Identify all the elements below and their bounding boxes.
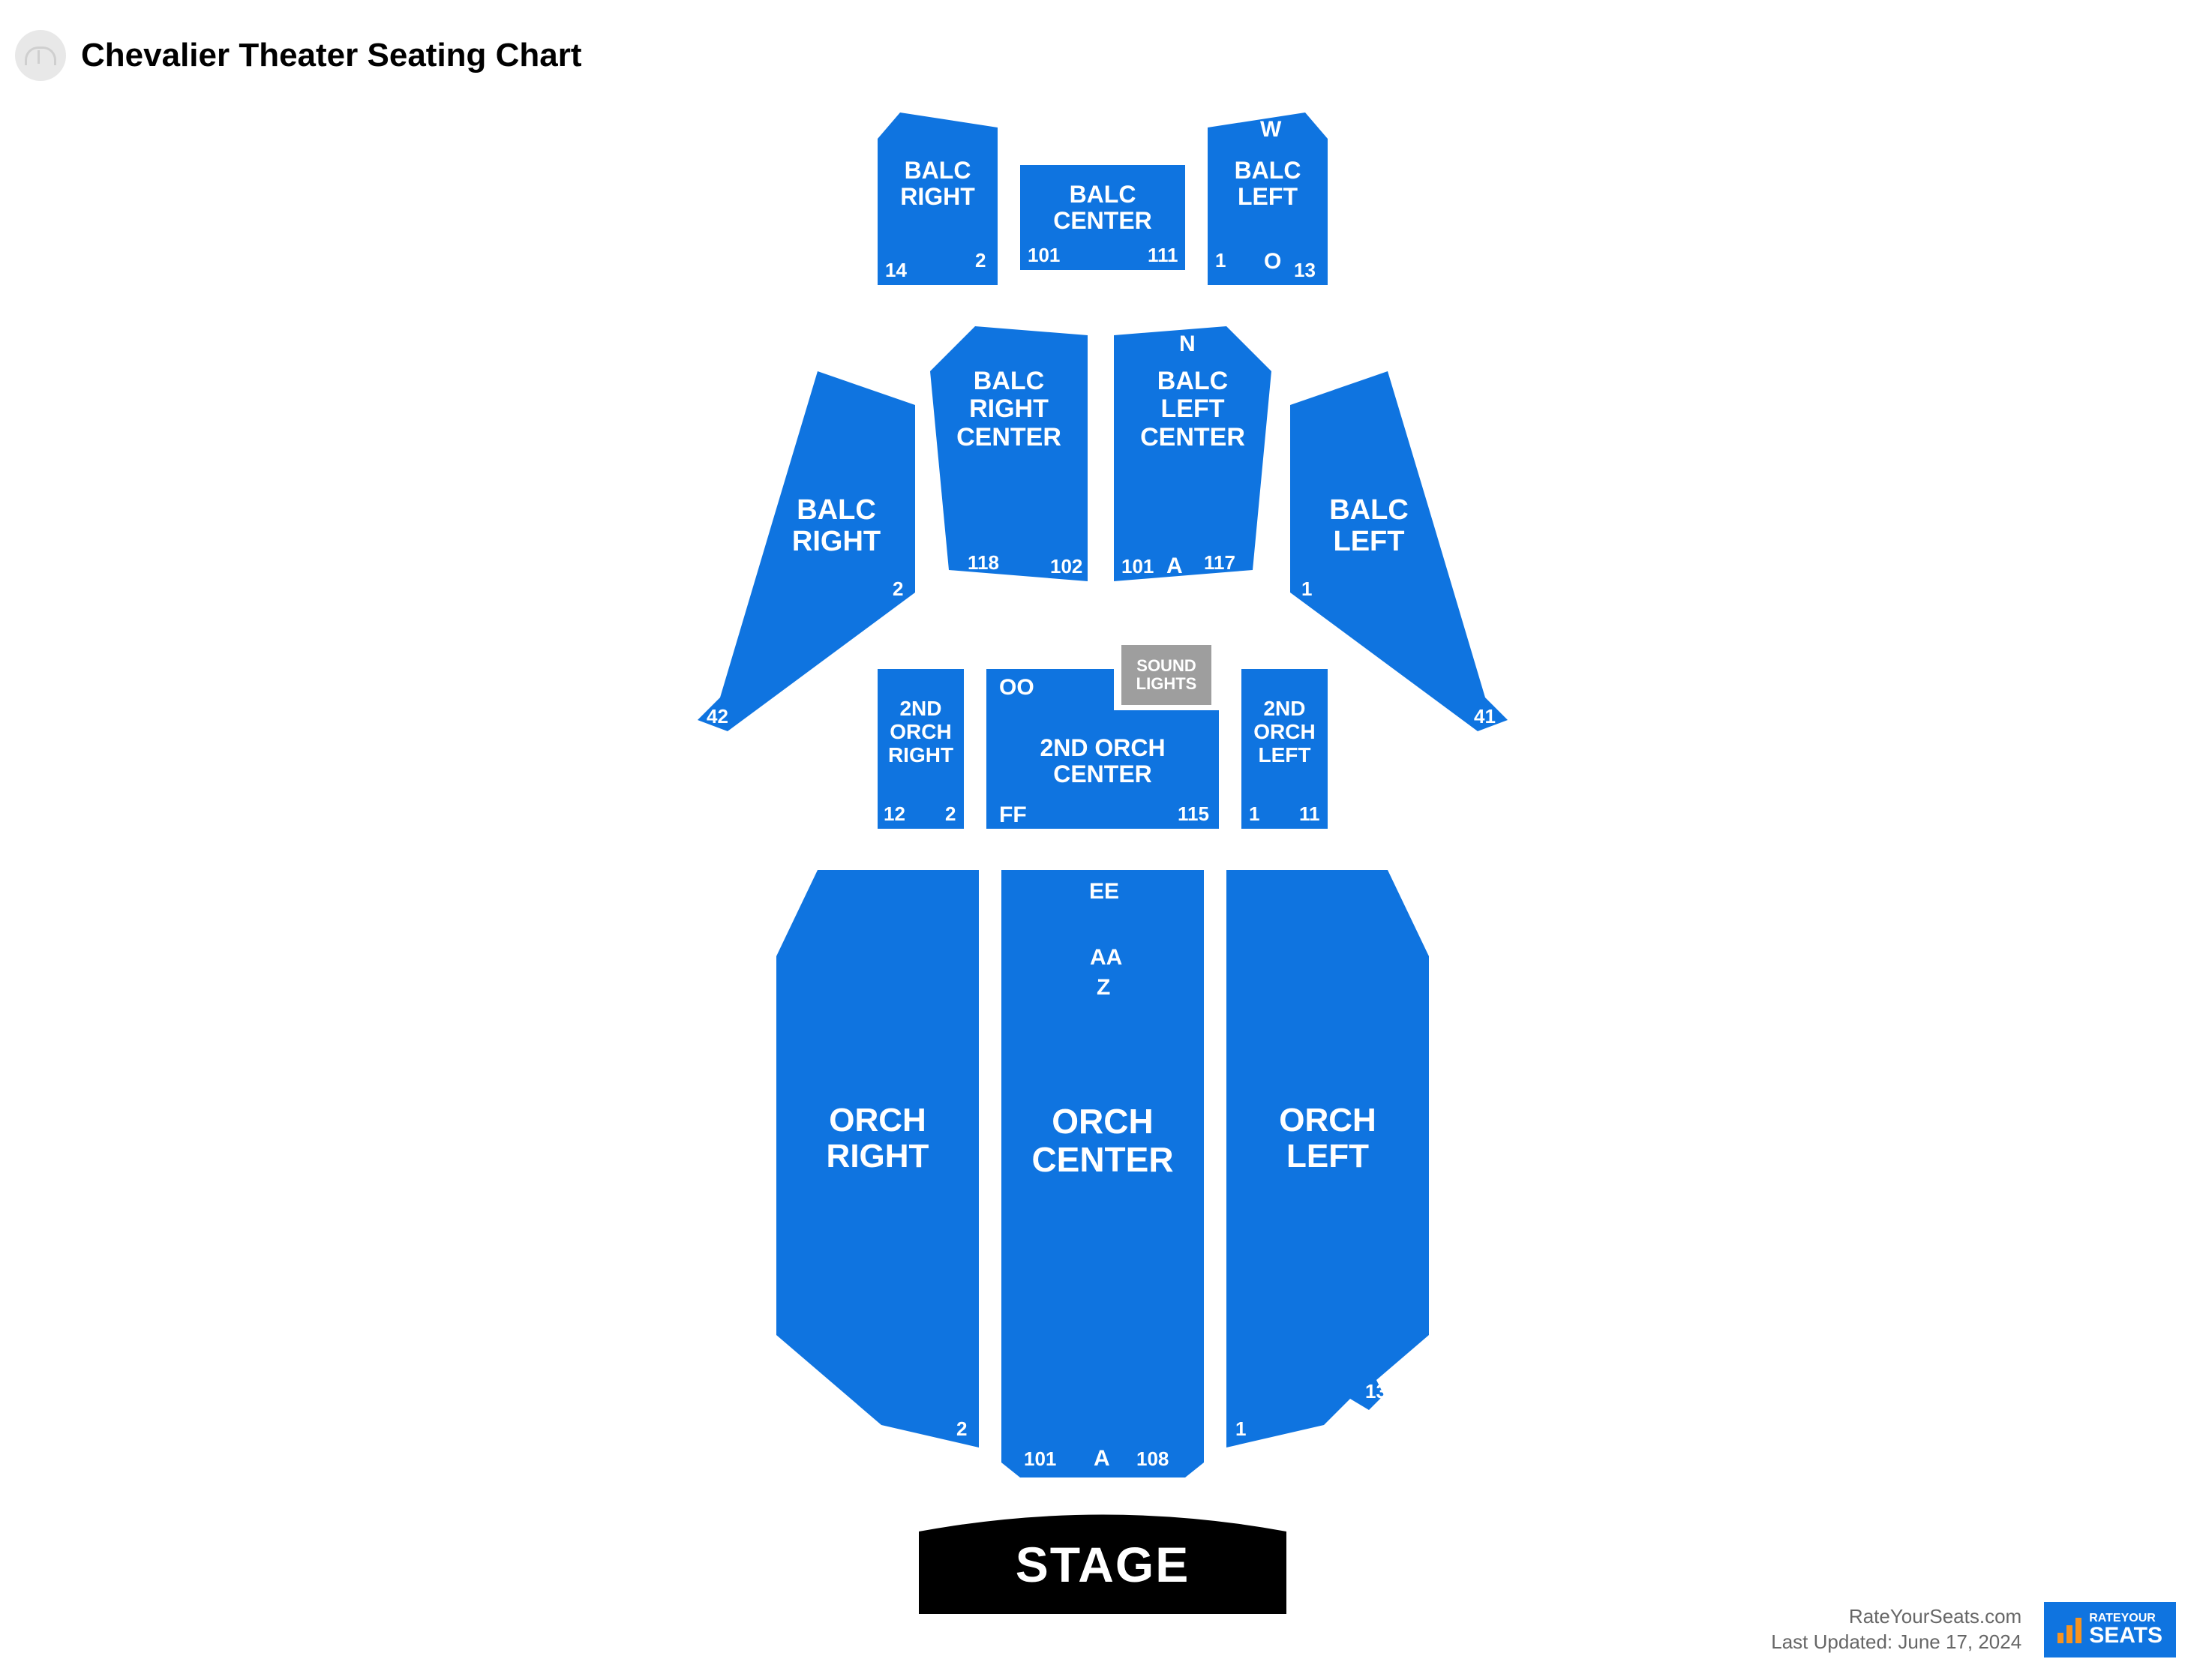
footer-updated: Last Updated: June 17, 2024 <box>1771 1630 2021 1655</box>
num-sol-11: 11 <box>1299 802 1320 826</box>
logo-icon <box>15 30 66 81</box>
row-FF: FF <box>999 802 1027 828</box>
row-blc-A: A <box>1166 554 1183 579</box>
stage-label: STAGE <box>1016 1537 1190 1592</box>
row-Z: Z <box>1097 975 1110 1000</box>
num-sol-1: 1 <box>1249 802 1259 826</box>
row-AA: AA <box>1090 945 1122 970</box>
label-blc: BALC LEFT CENTER <box>1114 368 1271 452</box>
num-oc-101: 101 <box>1024 1448 1056 1471</box>
num-balc-right-14: 14 <box>885 259 907 282</box>
num-or-2: 2 <box>956 1418 967 1441</box>
label-bl-side: BALC LEFT <box>1298 495 1440 558</box>
section-balc-left-center[interactable] <box>1114 326 1271 581</box>
label-ol: ORCH LEFT <box>1226 1102 1429 1175</box>
brand-bars-icon <box>2057 1616 2081 1643</box>
header: Chevalier Theater Seating Chart <box>15 30 582 81</box>
label-br-side: BALC RIGHT <box>765 495 908 558</box>
num-blc-117: 117 <box>1204 551 1235 574</box>
label-balc-right-top: BALC RIGHT <box>878 158 998 210</box>
num-bl-1s: 1 <box>1301 578 1312 601</box>
num-bl-13: 13 <box>1294 259 1316 282</box>
num-bc-101: 101 <box>1028 244 1060 267</box>
seating-chart: BALC RIGHT 14 2 BALC CENTER 101 111 BALC… <box>675 75 1530 1605</box>
footer: RateYourSeats.com Last Updated: June 17,… <box>1771 1602 2176 1658</box>
label-oc: ORCH CENTER <box>1001 1102 1204 1178</box>
num-balc-right-2: 2 <box>975 249 986 272</box>
row-OO: OO <box>999 675 1034 700</box>
label-brc: BALC RIGHT CENTER <box>930 368 1088 452</box>
label-sor: 2ND ORCH RIGHT <box>878 698 964 766</box>
num-ol-1: 1 <box>1235 1418 1246 1441</box>
num-brc-118: 118 <box>968 551 999 574</box>
brand-logo: RATEYOUR SEATS <box>2044 1602 2176 1658</box>
num-bl-1: 1 <box>1215 249 1226 272</box>
label-sol: 2ND ORCH LEFT <box>1241 698 1328 766</box>
page-title: Chevalier Theater Seating Chart <box>81 37 582 74</box>
row-N: N <box>1179 332 1196 357</box>
label-or: ORCH RIGHT <box>776 1102 979 1175</box>
num-blc-101: 101 <box>1121 555 1154 578</box>
label-balc-center-top: BALC CENTER <box>1020 182 1185 234</box>
num-br-42: 42 <box>707 705 728 728</box>
num-or-12: 12 <box>814 1380 836 1403</box>
section-balc-right-center[interactable] <box>930 326 1088 581</box>
num-bl-41: 41 <box>1474 705 1496 728</box>
label-balc-left-top: BALC LEFT <box>1208 158 1328 210</box>
num-oc-108: 108 <box>1136 1448 1169 1471</box>
row-oc-A: A <box>1094 1446 1110 1472</box>
num-sor-12: 12 <box>884 802 905 826</box>
row-W: W <box>1260 117 1281 142</box>
num-soc-115: 115 <box>1178 802 1209 826</box>
num-bc-111: 111 <box>1148 244 1178 267</box>
footer-site: RateYourSeats.com <box>1771 1604 2021 1630</box>
num-brc-102: 102 <box>1050 555 1082 578</box>
row-EE: EE <box>1089 879 1119 904</box>
num-br-2: 2 <box>893 578 903 601</box>
brand-big: SEATS <box>2089 1624 2162 1647</box>
row-O: O <box>1264 249 1281 274</box>
label-soc: 2ND ORCH CENTER <box>986 735 1219 788</box>
num-ol-13: 13 <box>1365 1380 1387 1403</box>
num-sor-2: 2 <box>945 802 956 826</box>
